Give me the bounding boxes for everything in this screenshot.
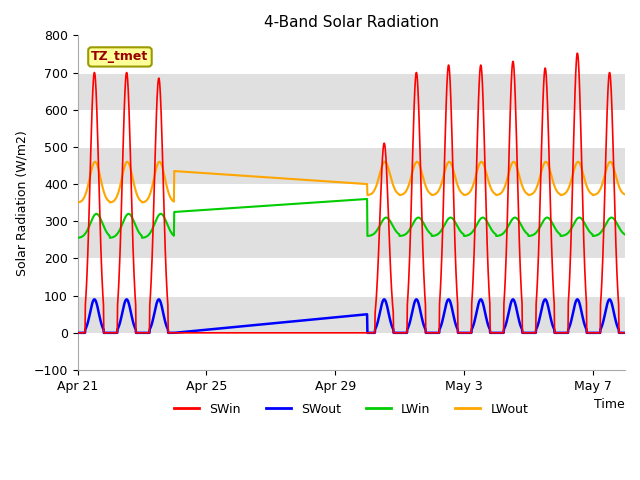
Bar	[77, 221, 625, 258]
Title: 4-Band Solar Radiation: 4-Band Solar Radiation	[264, 15, 439, 30]
Bar	[77, 110, 625, 147]
Y-axis label: Solar Radiation (W/m2): Solar Radiation (W/m2)	[15, 130, 28, 276]
Text: TZ_tmet: TZ_tmet	[92, 50, 148, 63]
Bar	[77, 72, 625, 110]
Bar	[77, 36, 625, 72]
Legend: SWin, SWout, LWin, LWout: SWin, SWout, LWin, LWout	[170, 397, 533, 420]
Bar	[77, 147, 625, 184]
Bar	[77, 296, 625, 333]
Bar	[77, 333, 625, 370]
Bar	[77, 258, 625, 296]
Bar	[77, 184, 625, 221]
X-axis label: Time: Time	[595, 398, 625, 411]
